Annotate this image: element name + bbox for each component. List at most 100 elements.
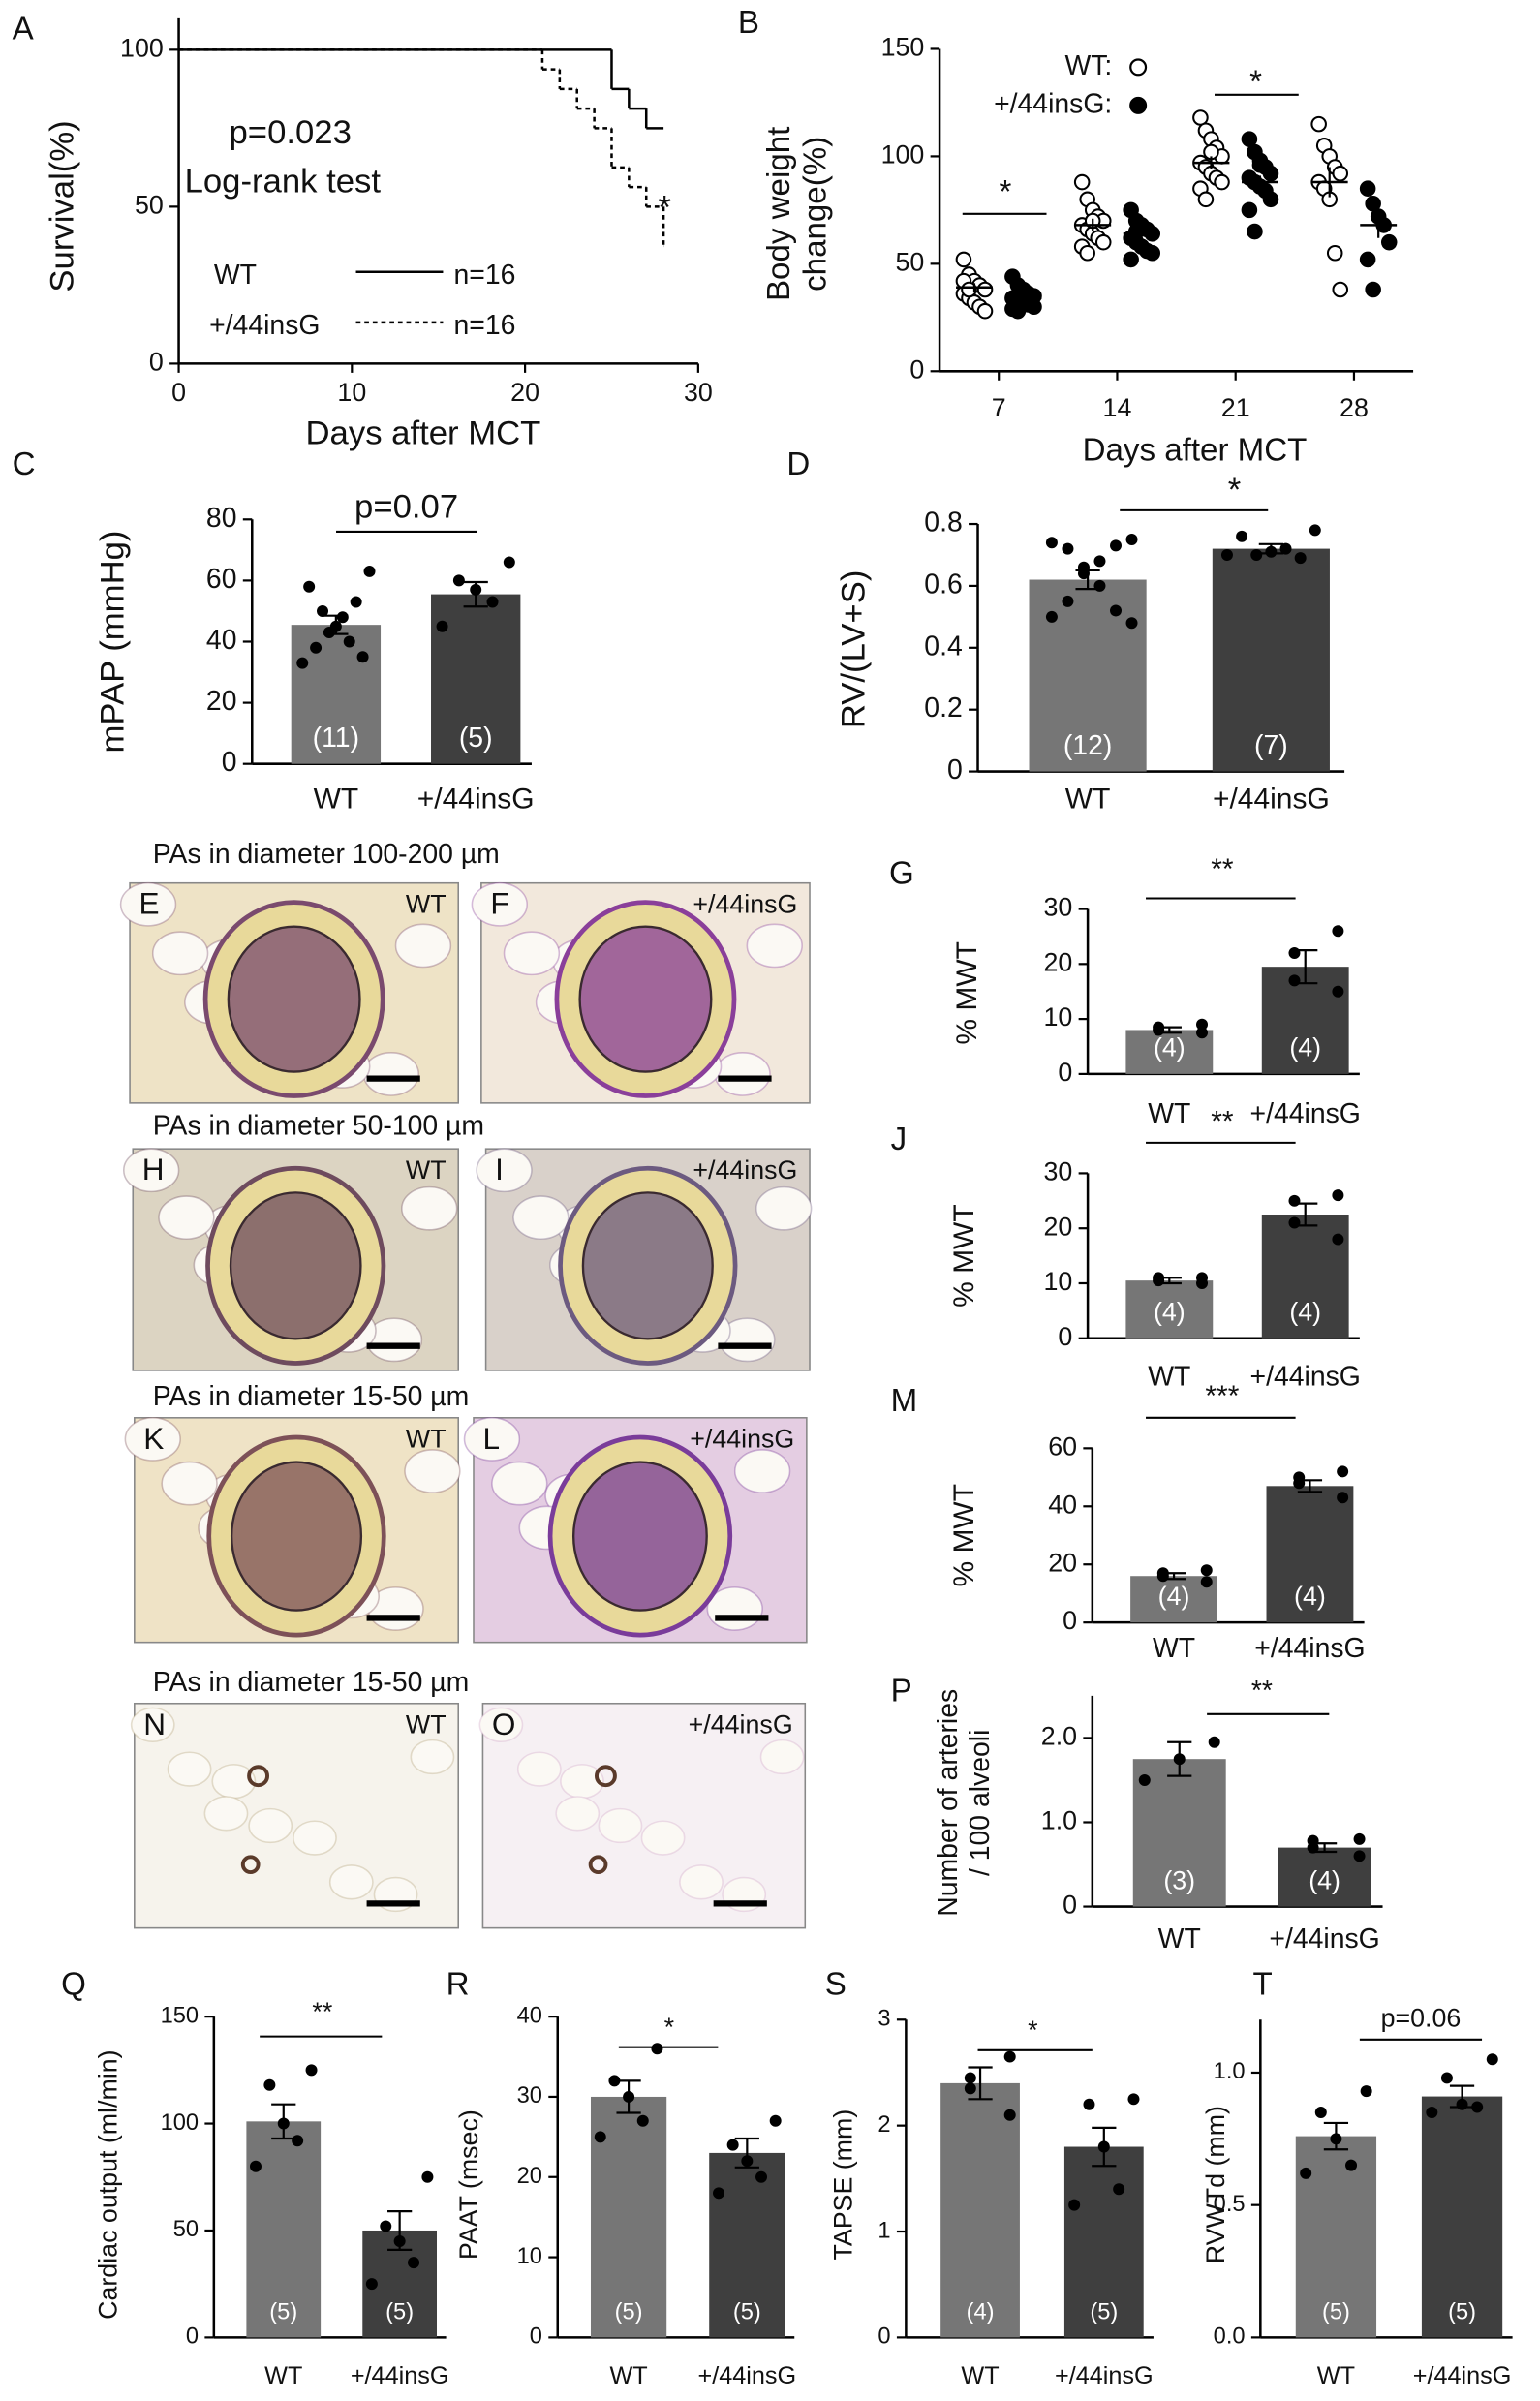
data-point: [1125, 534, 1138, 546]
micrograph-letter: E: [139, 886, 160, 921]
section-title: PAs in diameter 100-200 µm: [153, 839, 500, 870]
micrograph-letter: L: [482, 1421, 500, 1456]
data-point: [1123, 251, 1139, 268]
data-point: [1486, 2053, 1498, 2066]
y-tick-label: 10: [1044, 1002, 1073, 1031]
vessel-lumen: [578, 925, 713, 1073]
data-point: [1220, 548, 1233, 561]
data-point: [1153, 1275, 1165, 1287]
annotation: p=0.023: [230, 114, 352, 151]
x-tick-label: 7: [992, 393, 1006, 422]
legend-label: WT: [214, 260, 257, 291]
data-point: [1288, 974, 1301, 987]
y-tick-label: 0: [878, 2324, 890, 2350]
data-point: [1288, 946, 1301, 959]
data-point: [1196, 1277, 1209, 1289]
x-tick-label: +/44insG: [1250, 1098, 1361, 1129]
y-tick-label: 40: [206, 625, 237, 656]
annotation: **: [312, 1997, 332, 2026]
data-point: [1471, 2101, 1484, 2113]
data-point: [1294, 552, 1307, 565]
data-point: [1236, 530, 1248, 542]
panel-letter: T: [1252, 1966, 1272, 2002]
y-tick-label: 3: [878, 2007, 890, 2032]
legend-n: n=16: [453, 260, 515, 291]
x-tick-label: 20: [510, 378, 539, 407]
y-tick-label: 0.6: [924, 569, 962, 600]
x-tick-label: WT: [314, 783, 359, 815]
micrograph-letter: H: [142, 1152, 165, 1186]
x-tick-label: +/44insG: [1254, 1633, 1365, 1664]
data-point: [1332, 925, 1344, 938]
y-tick-label: 100: [120, 33, 164, 62]
n-label: (4): [1289, 1298, 1321, 1327]
data-point: [1262, 191, 1279, 208]
data-point: [1314, 2106, 1327, 2118]
data-point: [1309, 524, 1321, 537]
bar: [1125, 1030, 1214, 1074]
n-label: (5): [733, 2299, 761, 2324]
data-point: [713, 2187, 724, 2200]
y-tick-label: 0: [149, 347, 164, 376]
alveolus: [516, 1751, 562, 1787]
data-point: [343, 635, 355, 648]
data-point: [1009, 302, 1027, 320]
micrograph-label: WT: [406, 1425, 447, 1454]
data-point: [263, 2078, 276, 2091]
data-point: [1337, 1465, 1349, 1478]
y-tick-label: 20: [517, 2164, 542, 2189]
vessel-lumen: [571, 1461, 708, 1612]
data-point: [1251, 157, 1269, 173]
data-point: [305, 2064, 318, 2077]
data-point: [1083, 2098, 1095, 2110]
data-point: [1250, 548, 1263, 561]
alveolus: [503, 931, 561, 976]
vessel-lumen: [227, 925, 361, 1073]
annotation: *: [1249, 65, 1262, 101]
y-tick-label: 0: [186, 2324, 199, 2350]
data-point: [1288, 1216, 1301, 1229]
data-point: [1241, 201, 1258, 219]
y-axis-label: % MWT: [951, 941, 983, 1045]
y-tick-label: 0: [1058, 1322, 1072, 1351]
panel-letter: J: [891, 1122, 908, 1157]
data-point: [1200, 1576, 1213, 1588]
data-point: [277, 2117, 290, 2130]
legend-label: WT:: [1064, 50, 1112, 81]
data-point: [1326, 244, 1343, 262]
annotation: *: [664, 2013, 675, 2042]
n-label: (5): [1322, 2299, 1350, 2324]
y-tick-label: 40: [1048, 1490, 1077, 1519]
alveolus: [755, 1185, 813, 1231]
legend-label: +/44insG: [209, 310, 320, 341]
data-point: [976, 281, 994, 298]
data-point: [1332, 985, 1344, 998]
data-point: [380, 2220, 392, 2232]
y-tick-label: 0: [1063, 1606, 1077, 1635]
data-point: [1247, 223, 1263, 240]
y-axis-label: Survival(%): [44, 120, 80, 292]
vessel: [247, 1765, 270, 1788]
n-label: (4): [1158, 1582, 1190, 1611]
x-tick-label: 21: [1221, 393, 1250, 422]
data-point: [1062, 542, 1074, 555]
data-point: [1144, 244, 1161, 262]
data-point: [1110, 604, 1122, 617]
bar: [1063, 2146, 1144, 2338]
n-label: (7): [1254, 730, 1288, 761]
vessel: [594, 1765, 617, 1788]
y-axis-label: % MWT: [948, 1204, 980, 1308]
alveolus: [640, 1820, 686, 1856]
data-point: [1068, 2199, 1081, 2211]
y-tick-label: 0.4: [924, 631, 962, 662]
panel-letter: A: [13, 11, 35, 46]
y-axis-label: % MWT: [948, 1484, 980, 1587]
x-tick-label: WT: [1158, 1924, 1201, 1955]
alveolus: [598, 1807, 643, 1844]
x-tick-label: +/44insG: [1250, 1361, 1361, 1392]
y-tick-label: 100: [161, 2110, 199, 2136]
x-tick-label: +/44insG: [417, 783, 535, 815]
bar: [1421, 2096, 1503, 2338]
n-label: (11): [313, 723, 359, 754]
